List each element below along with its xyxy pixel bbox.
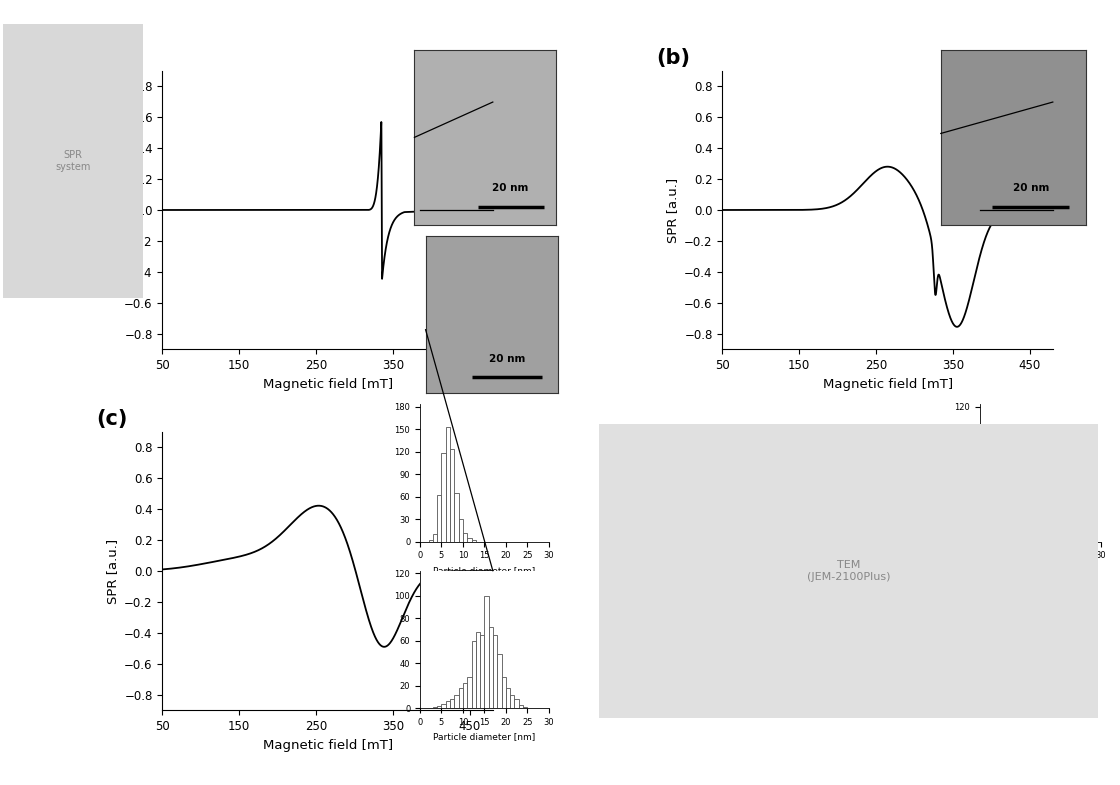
Bar xyxy=(472,540,476,542)
Bar xyxy=(429,540,432,542)
Bar xyxy=(514,699,519,708)
Text: (a): (a) xyxy=(96,49,129,68)
Bar xyxy=(450,449,455,542)
Bar xyxy=(446,427,450,542)
Bar xyxy=(1045,533,1048,542)
Y-axis label: SPR [a.u.]: SPR [a.u.] xyxy=(105,177,119,243)
Bar xyxy=(437,495,441,542)
Bar xyxy=(467,538,472,542)
Y-axis label: SPR [a.u.]: SPR [a.u.] xyxy=(665,177,679,243)
Bar xyxy=(441,703,446,708)
Bar xyxy=(510,695,514,708)
Bar xyxy=(432,707,437,708)
Bar xyxy=(459,688,463,708)
Bar xyxy=(1040,521,1045,542)
Text: 20 nm: 20 nm xyxy=(1012,183,1049,193)
Bar xyxy=(463,684,467,708)
Bar xyxy=(1036,502,1040,542)
Text: TEM
(JEM-2100Plus): TEM (JEM-2100Plus) xyxy=(806,560,890,582)
Text: SPR
system: SPR system xyxy=(56,150,91,172)
X-axis label: Magnetic field [mT]: Magnetic field [mT] xyxy=(262,739,393,752)
Bar xyxy=(432,534,437,542)
Bar xyxy=(480,635,484,708)
Text: 20 nm: 20 nm xyxy=(489,354,525,364)
Bar xyxy=(467,677,472,708)
Bar xyxy=(506,688,511,708)
Bar xyxy=(455,695,459,708)
Bar xyxy=(992,539,996,542)
Bar xyxy=(497,654,502,708)
Bar xyxy=(463,533,467,542)
Bar xyxy=(1016,450,1020,542)
Bar xyxy=(488,627,493,708)
Text: 20 nm: 20 nm xyxy=(492,183,529,193)
Bar xyxy=(459,519,463,542)
Bar xyxy=(493,635,497,708)
Bar xyxy=(1000,521,1005,542)
Bar xyxy=(1012,472,1016,542)
Text: (c): (c) xyxy=(96,410,128,429)
Bar xyxy=(1033,480,1036,542)
Bar xyxy=(441,454,446,542)
Bar xyxy=(996,533,1000,542)
Bar xyxy=(437,706,441,708)
Bar xyxy=(455,493,459,542)
Bar xyxy=(1008,495,1012,542)
Bar xyxy=(1005,510,1008,542)
Bar xyxy=(446,701,450,708)
Bar xyxy=(1028,458,1033,542)
Bar xyxy=(1020,443,1025,542)
X-axis label: Magnetic field [mT]: Magnetic field [mT] xyxy=(262,378,393,391)
X-axis label: Particle diameter [nm]: Particle diameter [nm] xyxy=(989,566,1092,575)
Y-axis label: SPR [a.u.]: SPR [a.u.] xyxy=(105,539,119,604)
Bar xyxy=(1025,440,1028,542)
X-axis label: Particle diameter [nm]: Particle diameter [nm] xyxy=(433,566,535,575)
Bar xyxy=(1053,541,1056,542)
Bar xyxy=(523,707,528,708)
Bar xyxy=(502,677,506,708)
Bar xyxy=(519,705,523,708)
Text: (b): (b) xyxy=(656,49,690,68)
Bar xyxy=(484,596,488,708)
Bar xyxy=(1048,539,1053,542)
Bar xyxy=(476,632,480,708)
X-axis label: Magnetic field [mT]: Magnetic field [mT] xyxy=(822,378,953,391)
Bar xyxy=(450,699,455,708)
X-axis label: Particle diameter [nm]: Particle diameter [nm] xyxy=(433,732,535,741)
Bar xyxy=(472,641,476,708)
